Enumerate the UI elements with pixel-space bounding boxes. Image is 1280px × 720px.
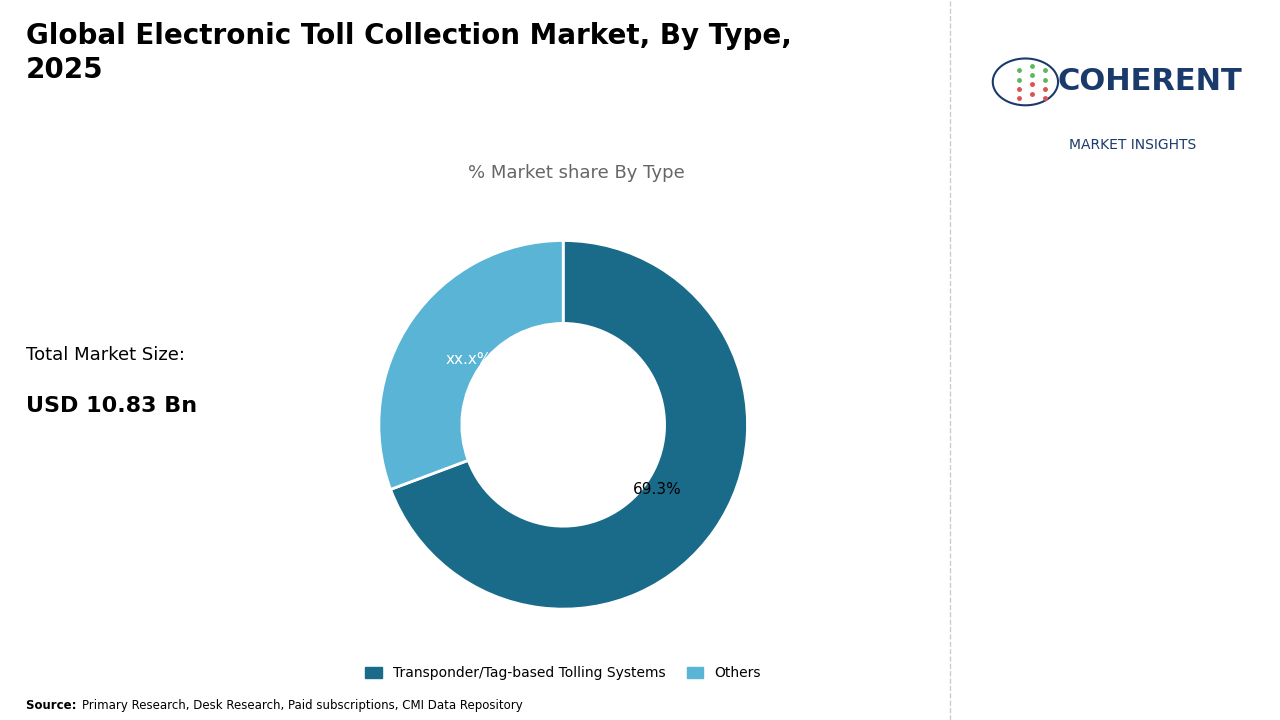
Text: Transponder/Tag-based
Tolling Systems: Transponder/Tag-based Tolling Systems: [979, 331, 1164, 365]
Text: Global Electronic Toll Collection Market, By Type,
2025: Global Electronic Toll Collection Market…: [26, 22, 791, 84]
Text: xx.x%: xx.x%: [445, 352, 493, 367]
Wedge shape: [390, 240, 748, 609]
Legend: Transponder/Tag-based Tolling Systems, Others: Transponder/Tag-based Tolling Systems, O…: [360, 661, 767, 685]
Text: % Market share By Type: % Market share By Type: [467, 163, 685, 181]
Text: Total Market Size:: Total Market Size:: [26, 346, 184, 364]
Text: USD 10.83 Bn: USD 10.83 Bn: [26, 396, 197, 416]
Text: 69.3%: 69.3%: [632, 482, 681, 498]
Text: Source:: Source:: [26, 699, 81, 712]
Wedge shape: [379, 240, 563, 490]
Text: COHERENT: COHERENT: [1057, 68, 1242, 96]
Text: 69.3%: 69.3%: [979, 248, 1153, 297]
Text: Type -
Estimated Market
Revenue Share, 2025: Type - Estimated Market Revenue Share, 2…: [979, 390, 1128, 443]
Text: Primary Research, Desk Research, Paid subscriptions, CMI Data Repository: Primary Research, Desk Research, Paid su…: [82, 699, 522, 712]
Text: MARKET INSIGHTS: MARKET INSIGHTS: [1070, 138, 1197, 152]
Text: Global
Electronic Toll
Collection
Market: Global Electronic Toll Collection Market: [979, 492, 1152, 616]
